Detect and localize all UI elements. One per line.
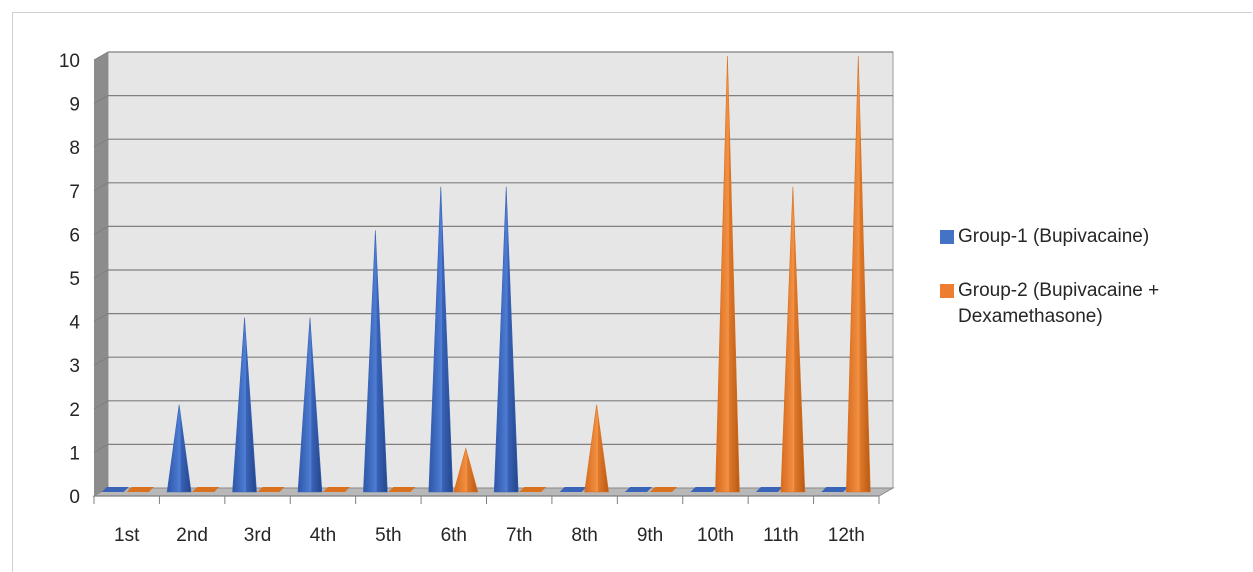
bar-1-5th <box>363 230 388 493</box>
gridline-side <box>93 356 109 366</box>
bar-1-1st <box>101 487 129 492</box>
x-tick-label: 3rd <box>244 525 271 546</box>
x-tick-label: 4th <box>310 525 336 546</box>
x-tick-label: 12th <box>828 525 865 546</box>
x-tick-label: 9th <box>637 525 663 546</box>
bar-1-6th <box>428 186 454 493</box>
gridline-side <box>93 313 109 323</box>
y-tick-label: 9 <box>69 95 80 116</box>
bar-2-9th <box>650 487 678 492</box>
legend-item-group-1: Group-1 (Bupivacaine) <box>940 224 1250 250</box>
bar-2-11th <box>780 186 806 493</box>
y-tick-label: 6 <box>69 225 80 246</box>
bar-1-12th <box>821 487 849 492</box>
legend-label-group-2: Group-2 (Bupivacaine + Dexamethasone) <box>958 280 1160 327</box>
gridline-side <box>93 182 109 192</box>
y-axis-ticks: 0 1 2 3 4 5 6 7 8 9 10 <box>59 51 81 508</box>
gridline-side <box>93 400 109 410</box>
gridline-side <box>93 51 109 61</box>
bar-2-12th <box>845 55 871 493</box>
plot-area <box>92 51 895 497</box>
bar-2-1st <box>126 487 154 492</box>
gridline-side <box>93 95 109 105</box>
x-tick-label: 6th <box>441 525 467 546</box>
x-tick-label: 10th <box>697 525 734 546</box>
bar-2-10th <box>715 55 740 493</box>
bar-1-4th <box>297 317 323 493</box>
bar-1-10th <box>690 487 718 492</box>
x-tick-label: 1st <box>114 525 140 546</box>
y-tick-label: 5 <box>69 269 80 290</box>
legend: Group-1 (Bupivacaine) Group-2 (Bupivacai… <box>940 224 1250 358</box>
bar-1-7th <box>493 186 519 493</box>
bars <box>101 55 871 493</box>
gridline-side <box>93 269 109 279</box>
bar-2-5th <box>388 487 416 492</box>
bar-2-8th <box>584 404 609 493</box>
y-tick-label: 10 <box>59 51 80 72</box>
bar-2-7th <box>519 487 547 492</box>
bar-2-4th <box>322 487 350 492</box>
x-tick-label: 5th <box>375 525 401 546</box>
bar-1-8th <box>559 487 587 492</box>
bar-1-9th <box>625 487 653 492</box>
y-tick-label: 2 <box>69 400 80 421</box>
bar-1-2nd <box>166 404 192 493</box>
y-tick-label: 4 <box>69 313 80 334</box>
legend-swatch-group-2 <box>940 284 954 298</box>
bar-2-2nd <box>192 487 220 492</box>
bar-2-6th <box>453 447 479 493</box>
y-tick-label: 0 <box>69 487 80 508</box>
y-tick-label: 3 <box>69 356 80 377</box>
x-axis-ticks: 1st 2nd 3rd 4th 5th 6th 7th 8th 9th 10th 11th 12th <box>93 495 880 546</box>
y-tick-label: 7 <box>69 182 80 203</box>
gridline-side <box>93 443 109 453</box>
legend-label-group-1: Group-1 (Bupivacaine) <box>958 226 1150 247</box>
bar-1-3rd <box>232 317 257 493</box>
bar-2-3rd <box>257 487 285 492</box>
x-tick-label: 11th <box>763 525 799 546</box>
legend-item-group-2: Group-2 (Bupivacaine + Dexamethasone) <box>940 278 1250 330</box>
gridline-side <box>93 138 109 148</box>
y-tick-label: 8 <box>69 138 80 159</box>
x-tick-label: 7th <box>506 525 532 546</box>
gridline-side <box>93 225 109 235</box>
legend-swatch-group-1 <box>940 230 954 244</box>
y-tick-label: 1 <box>69 443 80 464</box>
x-tick-label: 8th <box>571 525 597 546</box>
chart-frame <box>12 12 1252 572</box>
bar-1-11th <box>755 487 783 492</box>
x-tick-label: 2nd <box>176 525 208 546</box>
